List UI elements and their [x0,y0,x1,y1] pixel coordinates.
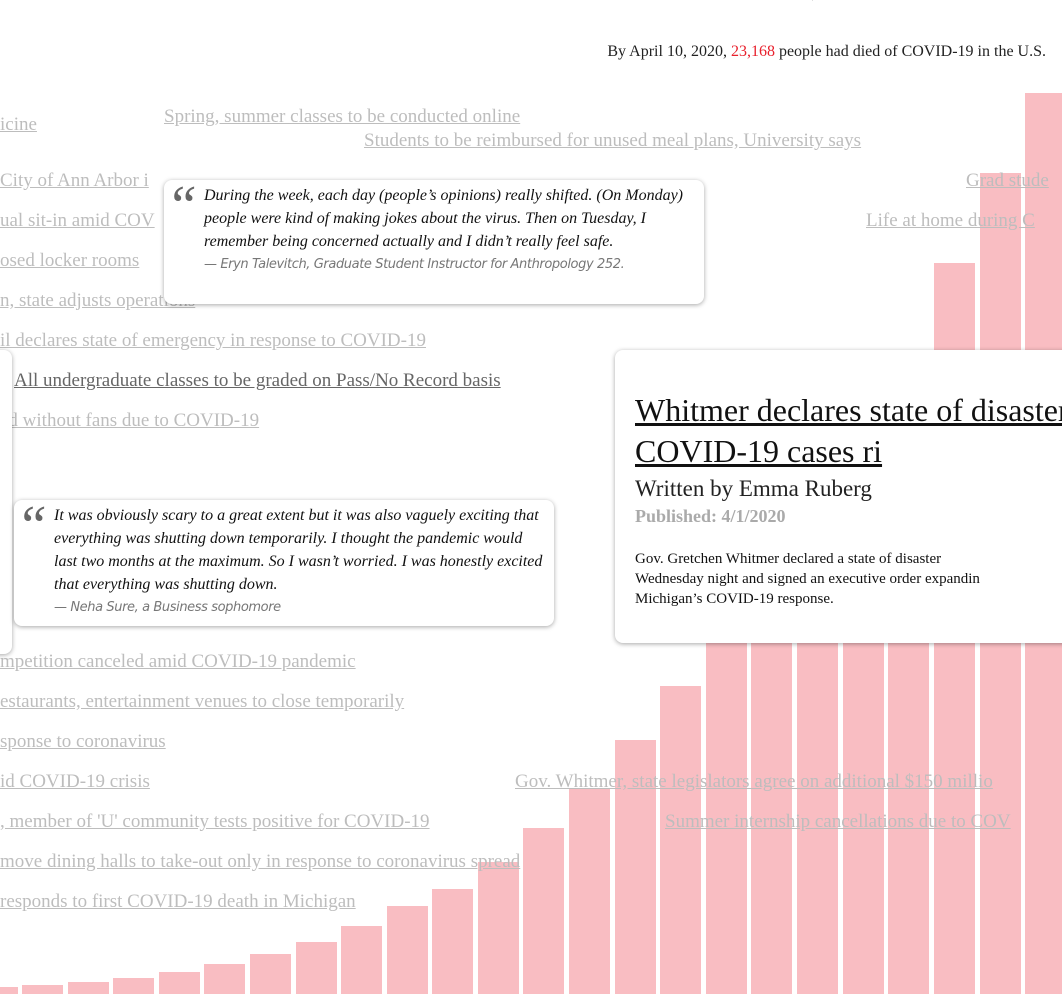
body-line: Michigan’s COVID-19 response. [635,591,834,607]
article-body: Gov. Gretchen Whitmer declared a state o… [635,549,1062,609]
offscreen-card [0,350,12,654]
quote-mark: “ [16,495,48,557]
axis-date: March 28 [456,0,485,1]
bar [113,978,154,994]
summary-suffix: people had died of COVID-19 in the U.S. [778,43,1046,60]
quote-mark: “ [166,175,198,237]
bar [432,889,473,994]
bar [68,982,109,994]
quote-attribution: — Neha Sure, a Business sophomore [54,600,281,615]
headline-link[interactable]: responds to first COVID-19 death in Mich… [0,891,356,912]
quote-text: It was obviously scary to a great extent… [54,507,543,593]
quote-attribution: — Eryn Talevitch, Graduate Student Instr… [204,257,625,272]
quote-card: “ It was obviously scary to a great exte… [14,495,554,626]
bar [296,942,337,994]
article-card: Whitmer declares state of disaster as CO… [615,350,1062,643]
headline-link[interactable]: , member of 'U' community tests positive… [0,811,430,832]
bar [341,926,382,994]
bar [0,987,18,994]
headline-link[interactable]: n, state adjusts operations [0,290,196,311]
summary-prefix: By April 10, 2020, [607,43,727,60]
headline-link[interactable]: id COVID-19 crisis [0,771,150,792]
bar [250,954,291,994]
article-title[interactable]: Whitmer declares state of disaster as CO… [635,392,1062,469]
body-line: Gov. Gretchen Whitmer declared a state o… [635,551,942,567]
bar [615,740,656,994]
axis-date: April 04 [807,0,831,1]
headline-link[interactable]: City of Ann Arbor i [0,170,149,191]
headline-link[interactable]: estaurants, entertainment venues to clos… [0,691,405,712]
headline-link[interactable]: mpetition canceled amid COVID-19 pandemi… [0,651,356,672]
bar [523,828,564,994]
bar [706,620,747,994]
article-date: Published: 4/1/2020 [635,506,786,526]
article-byline: Written by Emma Ruberg [635,476,872,501]
bar [660,686,701,994]
headline-link[interactable]: ed without fans due to COVID-19 [0,410,260,431]
quote-card: “ During the week, each day (people’s op… [164,175,704,304]
headline-link[interactable]: icine [0,114,37,135]
bar [478,862,519,994]
headline-link[interactable]: All undergraduate classes to be graded o… [14,370,501,391]
headline-link[interactable]: Students to be reimbursed for unused mea… [364,130,862,151]
bar [204,964,245,994]
bar [159,972,200,994]
headline-link[interactable]: il declares state of emergency in respon… [0,330,426,351]
bar [387,906,428,994]
bar [22,985,63,994]
death-count: 23,168 [730,43,775,60]
summary: By April 10, 2020, 23,168 people had die… [607,43,1046,61]
bar [569,788,610,994]
headline-link[interactable]: Life at home during C [866,210,1035,231]
headline-link[interactable]: Spring, summer classes to be conducted o… [164,106,521,127]
body-line: Wednesday night and signed an executive … [635,571,980,587]
headline-link[interactable]: Summer internship cancellations due to C… [665,811,1011,832]
headline-link[interactable]: ual sit-in amid COV [0,210,155,231]
headline-link[interactable]: Gov. Whitmer, state legislators agree on… [515,771,993,792]
headline-link[interactable]: sponse to coronavirus [0,731,166,752]
quote-text: During the week, each day (people’s opin… [204,187,683,250]
headline-link[interactable]: osed locker rooms [0,250,140,271]
headline-link[interactable]: Grad stude [966,170,1049,191]
axis-date: March 21 [105,0,134,1]
headline-link[interactable]: move dining halls to take-out only in re… [0,851,521,872]
